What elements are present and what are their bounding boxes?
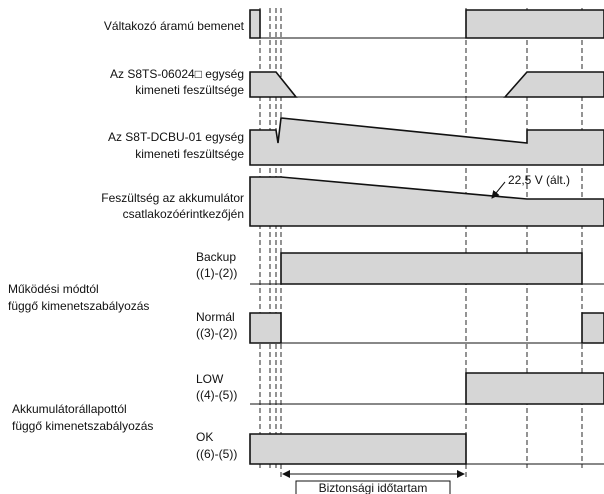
annotation-arrow	[491, 181, 506, 199]
signal-label: csatlakozóérintkezőjén	[123, 207, 244, 221]
signal-label: kimeneti feszültsége	[135, 147, 244, 161]
signal-label: Az S8T-DCBU-01 egység	[108, 130, 244, 144]
group-label: Működési módtól	[8, 282, 99, 296]
duration-box	[295, 480, 451, 494]
signal-label: Normál	[196, 310, 235, 324]
signal-label: Az S8TS-06024□ egység	[110, 67, 244, 81]
group-label: függő kimenetszabályozás	[8, 299, 149, 313]
group-label: függő kimenetszabályozás	[12, 419, 153, 433]
signal-label: Váltakozó áramú bemenet	[104, 19, 245, 33]
signal-label: Backup	[196, 250, 236, 264]
signal-label: OK	[196, 430, 213, 444]
signal-label: ((4)-(5))	[196, 388, 237, 402]
duration-label: Biztonsági időtartam	[319, 481, 428, 494]
signal-label: Feszültség az akkumulátor	[101, 191, 244, 205]
signal-label: ((1)-(2))	[196, 266, 237, 280]
signal-label: ((3)-(2))	[196, 326, 237, 340]
waveforms	[249, 9, 604, 465]
signal-label: ((6)-(5))	[196, 447, 237, 461]
annotation: 22,5 V (ált.)	[508, 173, 570, 187]
signal-label: LOW	[196, 372, 224, 386]
group-label: Akkumulátorállapottól	[12, 402, 127, 416]
signal-label: kimeneti feszültsége	[135, 83, 244, 97]
